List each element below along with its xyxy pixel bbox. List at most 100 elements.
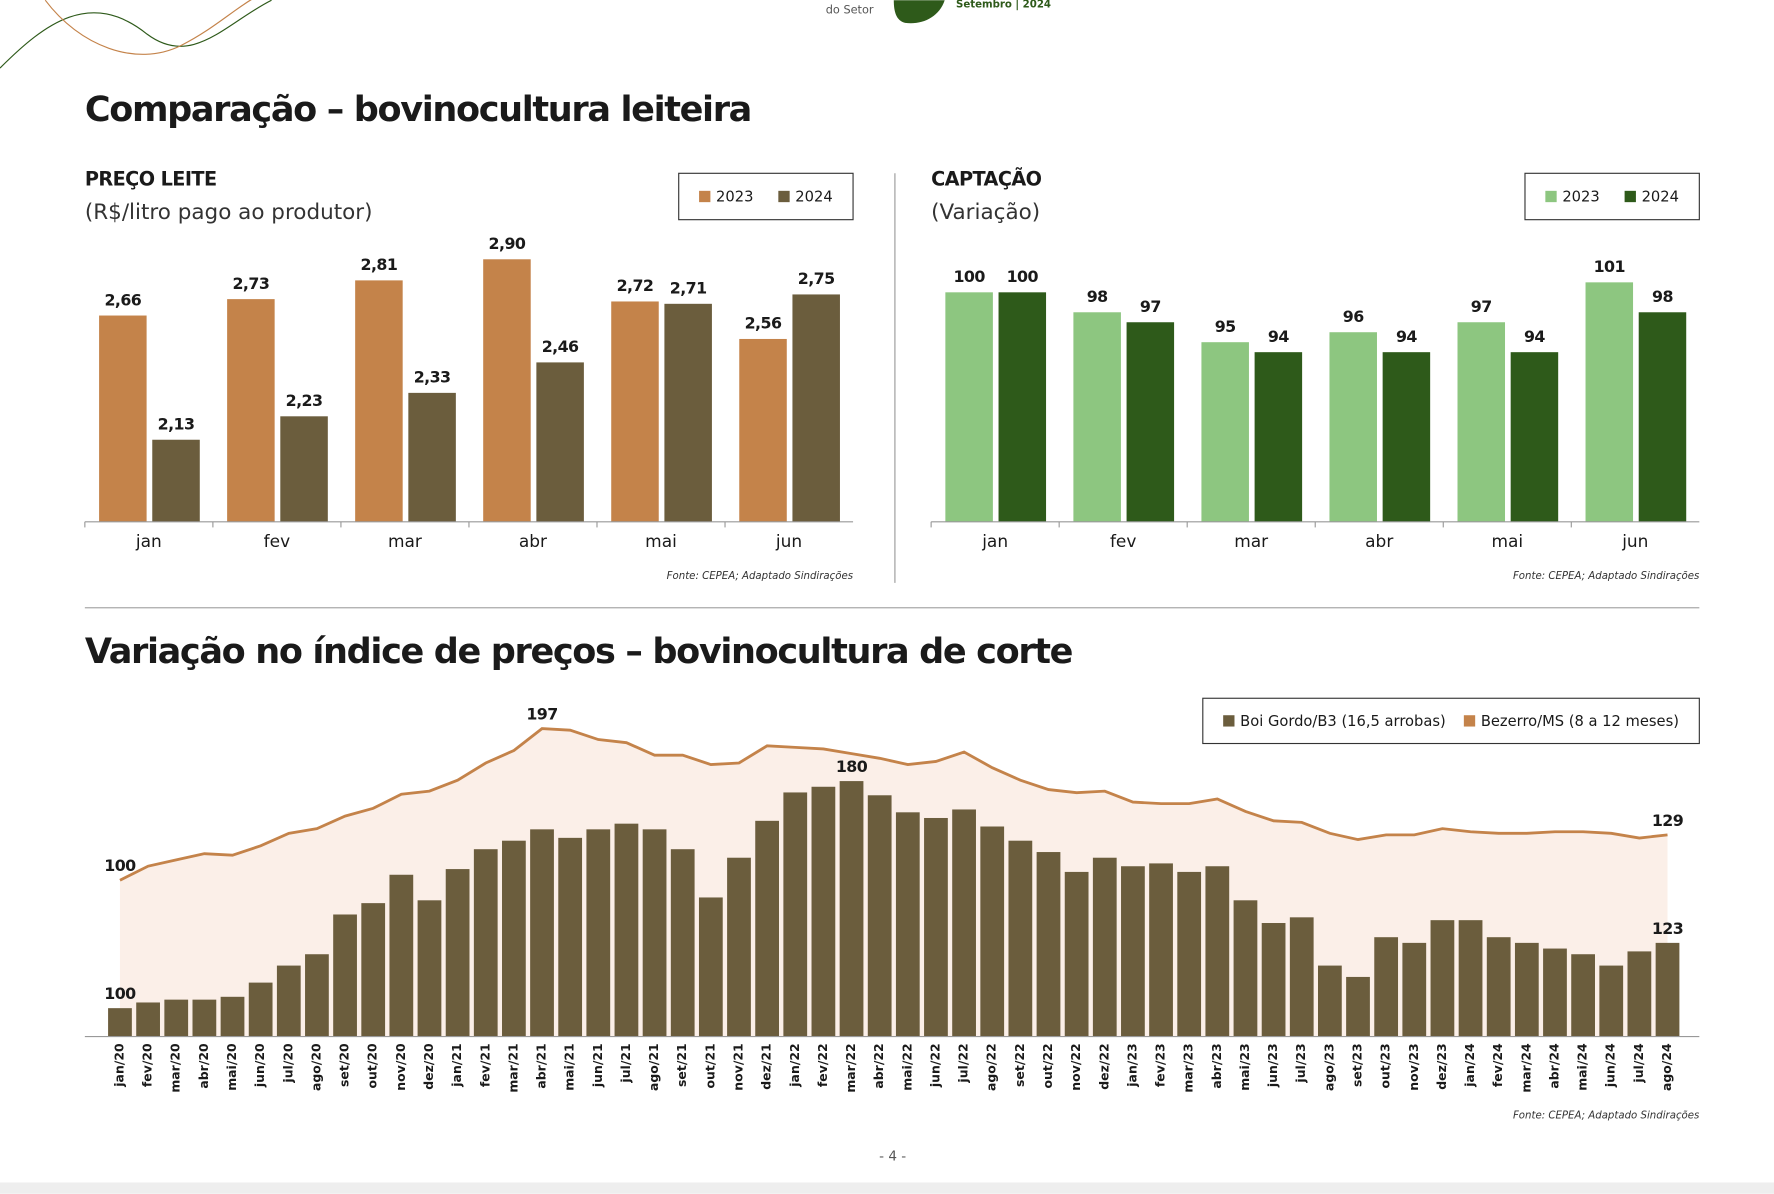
bar	[642, 829, 667, 1037]
x-tick-label: dez/22	[1096, 1043, 1111, 1089]
x-tick-label: fev	[1110, 532, 1136, 552]
bar	[164, 999, 189, 1037]
bar	[727, 857, 751, 1037]
bar	[445, 869, 470, 1037]
bar	[1092, 857, 1117, 1037]
x-tick-label: jul/22	[956, 1043, 971, 1083]
x-tick-label: ago/22	[984, 1043, 999, 1091]
value-label: 98	[1087, 287, 1108, 306]
x-tick-label: fev/23	[1153, 1043, 1168, 1087]
bar	[333, 914, 357, 1037]
bar	[811, 786, 836, 1037]
bar	[1571, 954, 1595, 1037]
source: Fonte: CEPEA; Adaptado Sindirações	[1513, 1111, 1700, 1122]
x-tick-label: mar/21	[505, 1043, 520, 1092]
legend-swatch	[699, 190, 711, 203]
bar	[1233, 900, 1258, 1037]
value-label: 180	[836, 757, 868, 776]
bar	[1346, 976, 1370, 1037]
legend-swatch	[778, 190, 790, 203]
bar	[614, 823, 639, 1037]
bar	[1486, 937, 1511, 1037]
bar	[1205, 866, 1230, 1037]
x-tick-label: mar/23	[1181, 1043, 1196, 1092]
x-tick-label: jan/21	[449, 1043, 464, 1087]
x-tick-label: mai/24	[1575, 1043, 1590, 1091]
value-label: 98	[1652, 287, 1673, 306]
bar	[227, 299, 275, 522]
legend-label: Boi Gordo/B3 (16,5 arrobas)	[1240, 713, 1446, 730]
bar	[998, 292, 1047, 522]
value-label: 2,56	[745, 314, 782, 333]
bar	[924, 817, 948, 1037]
x-tick-label: jun/20	[252, 1043, 267, 1088]
footer-band	[0, 1182, 1774, 1194]
x-tick-label: fev/22	[815, 1043, 830, 1087]
bar	[1430, 920, 1455, 1037]
x-tick-label: ago/21	[646, 1043, 661, 1091]
edition: Setembro | 2024	[956, 0, 1051, 11]
x-tick-label: ago/24	[1659, 1043, 1674, 1091]
value-label: 2,73	[232, 274, 269, 293]
bar	[945, 292, 993, 522]
legend-label: 2023	[1562, 189, 1599, 206]
bar	[389, 874, 414, 1037]
bar	[530, 829, 554, 1037]
bar	[220, 996, 245, 1037]
x-tick-label: jul/23	[1293, 1043, 1308, 1083]
bar	[1543, 948, 1567, 1037]
bar	[361, 903, 386, 1037]
x-tick-label: jan/22	[787, 1043, 802, 1087]
value-label: 2,75	[798, 269, 835, 288]
x-tick-label: jan	[135, 532, 162, 552]
bar	[473, 849, 498, 1037]
value-label: 97	[1471, 297, 1492, 316]
value-label: 100	[104, 856, 136, 875]
bar	[1289, 917, 1314, 1037]
x-tick-label: fev	[264, 532, 290, 552]
bar	[670, 849, 695, 1037]
value-label: 2,23	[286, 391, 323, 410]
bar	[1458, 920, 1483, 1037]
x-tick-label: set/22	[1012, 1043, 1027, 1087]
chart-title: PREÇO LEITE	[85, 168, 217, 191]
bar	[1457, 322, 1506, 522]
bar	[558, 837, 583, 1037]
x-tick-label: fev/21	[477, 1043, 492, 1087]
x-tick-label: jul/20	[280, 1043, 295, 1084]
value-label: 2,66	[104, 290, 141, 309]
bar	[980, 826, 1005, 1037]
bar	[586, 829, 611, 1037]
chart-subtitle: (Variação)	[931, 200, 1040, 225]
x-tick-label: mar	[388, 532, 422, 552]
bar	[1655, 942, 1680, 1037]
bar	[276, 965, 301, 1037]
x-tick-label: dez/23	[1434, 1043, 1449, 1089]
x-tick-label: abr/22	[871, 1043, 886, 1088]
value-label: 100	[1007, 267, 1039, 286]
x-tick-label: nov/21	[730, 1043, 745, 1090]
x-tick-label: set/20	[337, 1043, 352, 1087]
x-tick-label: fev/24	[1490, 1043, 1505, 1087]
decoration	[0, 0, 272, 69]
x-tick-label: mai/20	[224, 1043, 239, 1091]
x-tick-label: out/22	[1040, 1043, 1055, 1088]
bar	[1036, 852, 1061, 1037]
x-tick-label: mar/22	[843, 1043, 858, 1092]
bar	[152, 439, 200, 522]
bar	[1126, 322, 1175, 522]
bar	[192, 999, 217, 1037]
bar	[895, 812, 920, 1037]
bar	[1510, 352, 1559, 522]
x-tick-label: fev/20	[140, 1043, 155, 1087]
legend-swatch	[1545, 190, 1557, 203]
bar	[611, 301, 659, 522]
x-tick-label: dez/21	[759, 1043, 774, 1089]
legend-swatch	[1223, 715, 1235, 727]
bar	[1514, 942, 1539, 1037]
bar	[408, 392, 456, 522]
tagline: do Setor	[826, 3, 874, 16]
bar	[1585, 282, 1634, 522]
